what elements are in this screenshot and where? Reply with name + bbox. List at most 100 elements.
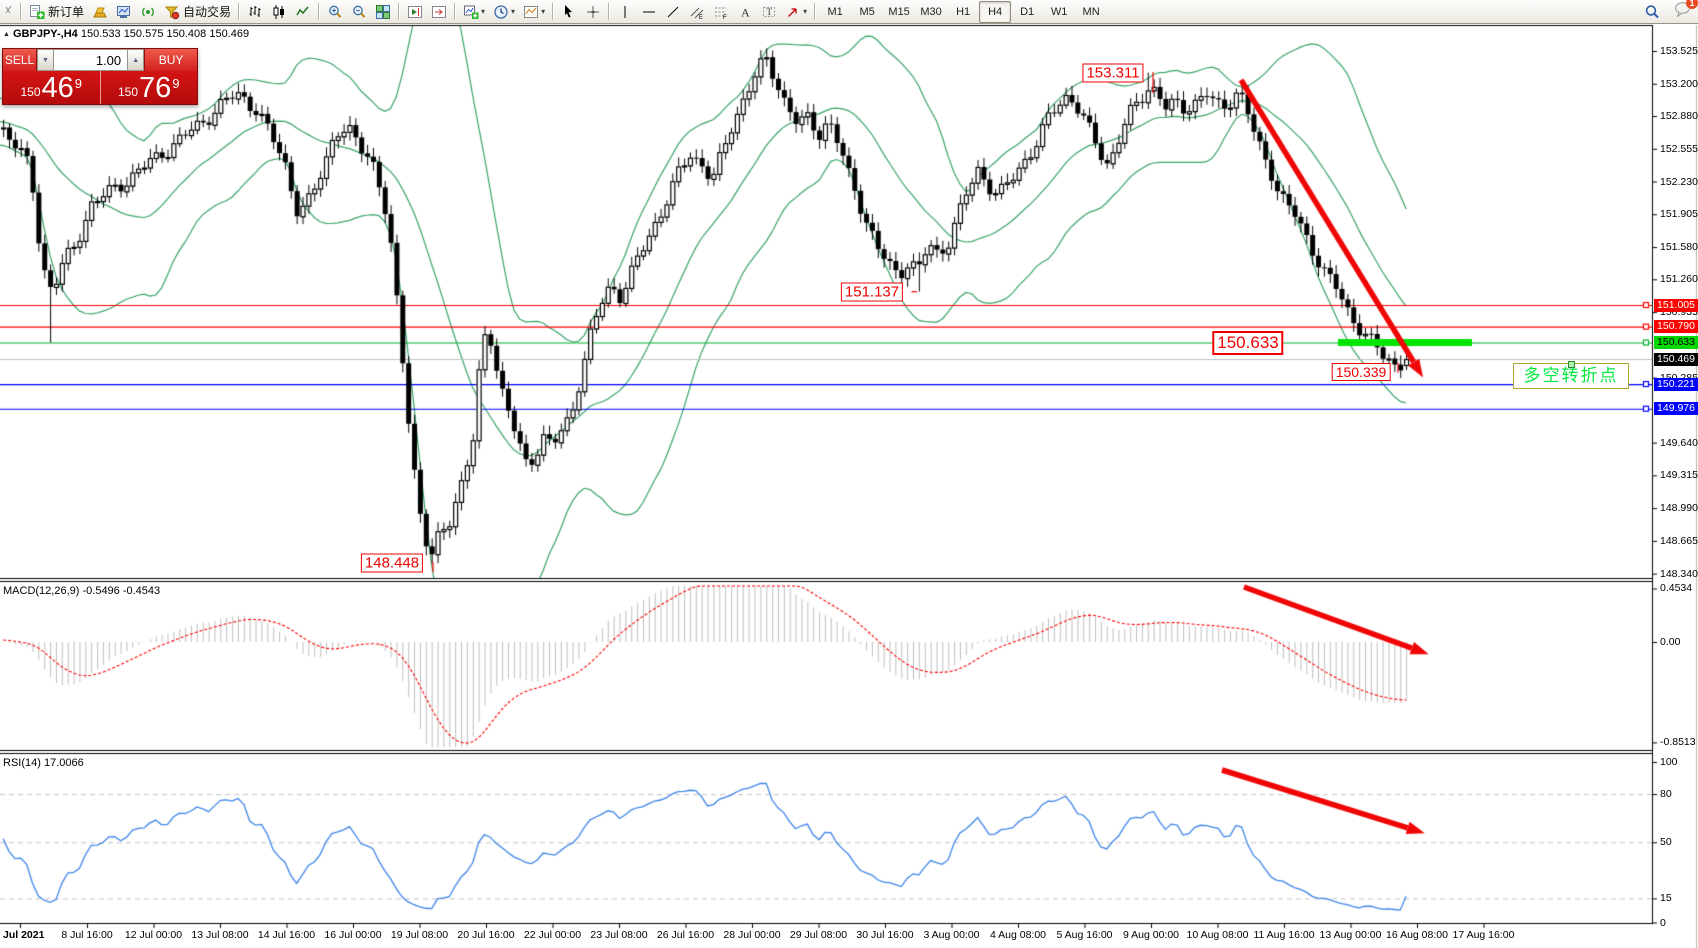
price-axis-badge: 149.976 xyxy=(1654,402,1698,416)
search-button[interactable] xyxy=(1640,1,1664,23)
market-watch-icon xyxy=(116,4,132,20)
timeframe-h1-button[interactable]: H1 xyxy=(956,5,971,18)
timeframe-w1-button[interactable]: W1 xyxy=(1050,5,1068,18)
buy-price-pip: 9 xyxy=(172,76,180,91)
trendline-button[interactable] xyxy=(661,1,685,23)
price-tag-148.448[interactable]: 148.448 xyxy=(360,553,424,573)
tile-windows-icon xyxy=(375,4,391,20)
time-axis-label: 20 Jul 16:00 xyxy=(457,929,515,941)
zoom-out-button[interactable] xyxy=(347,1,371,23)
vertical-line-button[interactable] xyxy=(613,1,637,23)
tile-windows-button[interactable] xyxy=(371,1,395,23)
volume-decrease-button[interactable]: ▼ xyxy=(37,49,54,71)
volume-increase-button[interactable]: ▲ xyxy=(127,49,145,71)
buy-price-panel[interactable]: 150 76 9 xyxy=(100,71,197,104)
candlestick-icon xyxy=(271,4,287,20)
notifications-button[interactable]: 1 xyxy=(1674,0,1698,22)
time-axis-label: 23 Jul 08:00 xyxy=(590,929,648,941)
price-tag-153.311[interactable]: 153.311 xyxy=(1082,63,1144,83)
price-axis-tick: 149.315 xyxy=(1660,469,1698,482)
time-axis-label: 11 Aug 16:00 xyxy=(1253,929,1315,941)
partial-icon xyxy=(4,4,13,20)
chevron-down-icon: ▾ xyxy=(481,7,486,16)
timeframe-h4-button[interactable]: H4 xyxy=(979,0,1012,23)
chart-shift-button[interactable] xyxy=(403,1,427,23)
templates-button[interactable]: ▾ xyxy=(519,1,549,23)
time-axis-label: 22 Jul 00:00 xyxy=(523,929,582,941)
time-axis-label: 14 Jul 16:00 xyxy=(257,929,316,941)
toolbar-separator xyxy=(238,3,241,20)
timeframe-m30-button[interactable]: M30 xyxy=(920,5,942,18)
cursor-button[interactable] xyxy=(557,1,581,23)
clock-icon xyxy=(493,4,509,20)
market-watch-button[interactable] xyxy=(112,1,136,23)
volume-input[interactable] xyxy=(54,49,128,71)
timeframe-mn-button[interactable]: MN xyxy=(1082,5,1100,18)
signals-button[interactable] xyxy=(136,1,160,23)
price-tag-150.633[interactable]: 150.633 xyxy=(1212,330,1284,355)
chevron-down-icon: ▾ xyxy=(541,7,546,16)
text-button[interactable]: A xyxy=(733,1,757,23)
svg-text:A: A xyxy=(741,5,750,19)
crosshair-button[interactable] xyxy=(581,1,605,23)
timeframe-m1-button[interactable]: M1 xyxy=(827,5,843,18)
new-chart-button[interactable]: ▾ xyxy=(459,1,489,23)
timeframe-m5-button[interactable]: M5 xyxy=(859,5,875,18)
template-icon xyxy=(523,4,539,20)
time-axis-label: 29 Jul 08:00 xyxy=(789,929,848,941)
price-axis-tick: 152.230 xyxy=(1660,175,1698,188)
cursor-icon xyxy=(561,4,577,20)
symbol-expand-icon[interactable]: ▲ xyxy=(3,31,10,38)
rsi-axis-tick: 50 xyxy=(1660,836,1672,849)
time-axis-label: 10 Aug 08:00 xyxy=(1186,929,1249,941)
price-axis-tick: 148.665 xyxy=(1660,534,1698,547)
macd-label: MACD(12,26,9) -0.5496 -0.4543 xyxy=(3,585,161,597)
time-axis-label: 13 Aug 00:00 xyxy=(1319,929,1382,941)
time-axis-label: 17 Aug 16:00 xyxy=(1452,929,1515,941)
auto-scroll-icon xyxy=(431,4,447,20)
channel-icon: E xyxy=(689,4,705,20)
text-a-icon: A xyxy=(737,4,753,20)
periods-button[interactable]: ▾ xyxy=(489,1,519,23)
one-click-trading-panel: SELL ▼ ▲ BUY 150 46 9 150 76 9 xyxy=(2,48,198,105)
gold-button[interactable] xyxy=(88,1,112,23)
zoom-in-icon xyxy=(327,4,343,20)
candlestick-chart-button[interactable] xyxy=(267,1,291,23)
time-axis-label: 4 Aug 08:00 xyxy=(989,929,1047,941)
chart-ohlc-values: 150.533 150.575 150.408 150.469 xyxy=(80,28,250,40)
timeframe-d1-button[interactable]: D1 xyxy=(1020,5,1035,18)
zoom-in-button[interactable] xyxy=(323,1,347,23)
sell-button[interactable]: SELL xyxy=(3,49,37,71)
toolbar-separator xyxy=(454,3,457,20)
macd-axis-tick: -0.8513 xyxy=(1660,736,1696,749)
text-label-button[interactable]: T xyxy=(757,1,781,23)
annotation-note[interactable]: 多空转折点 xyxy=(1513,361,1629,389)
note-anchor-handle xyxy=(1568,361,1575,368)
horizontal-line-button[interactable] xyxy=(637,1,661,23)
sell-price-panel[interactable]: 150 46 9 xyxy=(3,71,101,104)
arrow-tool-icon xyxy=(785,4,801,20)
bar-chart-icon xyxy=(247,4,263,20)
new-order-button[interactable]: 新订单 xyxy=(25,1,88,23)
auto-scroll-button[interactable] xyxy=(427,1,451,23)
arrows-button[interactable]: ▾ xyxy=(781,1,811,23)
zoom-out-icon xyxy=(351,4,367,20)
note-text: 多空转折点 xyxy=(1523,366,1619,385)
toolbar-separator xyxy=(814,3,817,20)
equidistant-channel-button[interactable]: E xyxy=(685,1,709,23)
line-chart-button[interactable] xyxy=(291,1,315,23)
buy-button[interactable]: BUY xyxy=(144,49,197,71)
chart-shift-icon xyxy=(407,4,423,20)
fibonacci-button[interactable]: F xyxy=(709,1,733,23)
timeframe-m15-button[interactable]: M15 xyxy=(888,5,910,18)
horizontal-line-icon xyxy=(641,4,657,20)
price-axis-tick: 152.880 xyxy=(1660,110,1698,123)
price-tag-150.339[interactable]: 150.339 xyxy=(1331,363,1391,382)
price-tag-151.137[interactable]: 151.137 xyxy=(840,282,904,302)
bar-chart-button[interactable] xyxy=(243,1,267,23)
chart-title: GBPJPY-,H4 150.533 150.575 150.408 150.4… xyxy=(13,28,249,40)
auto-trading-button[interactable]: 自动交易 xyxy=(160,1,235,23)
toolbar-separator xyxy=(20,3,22,20)
